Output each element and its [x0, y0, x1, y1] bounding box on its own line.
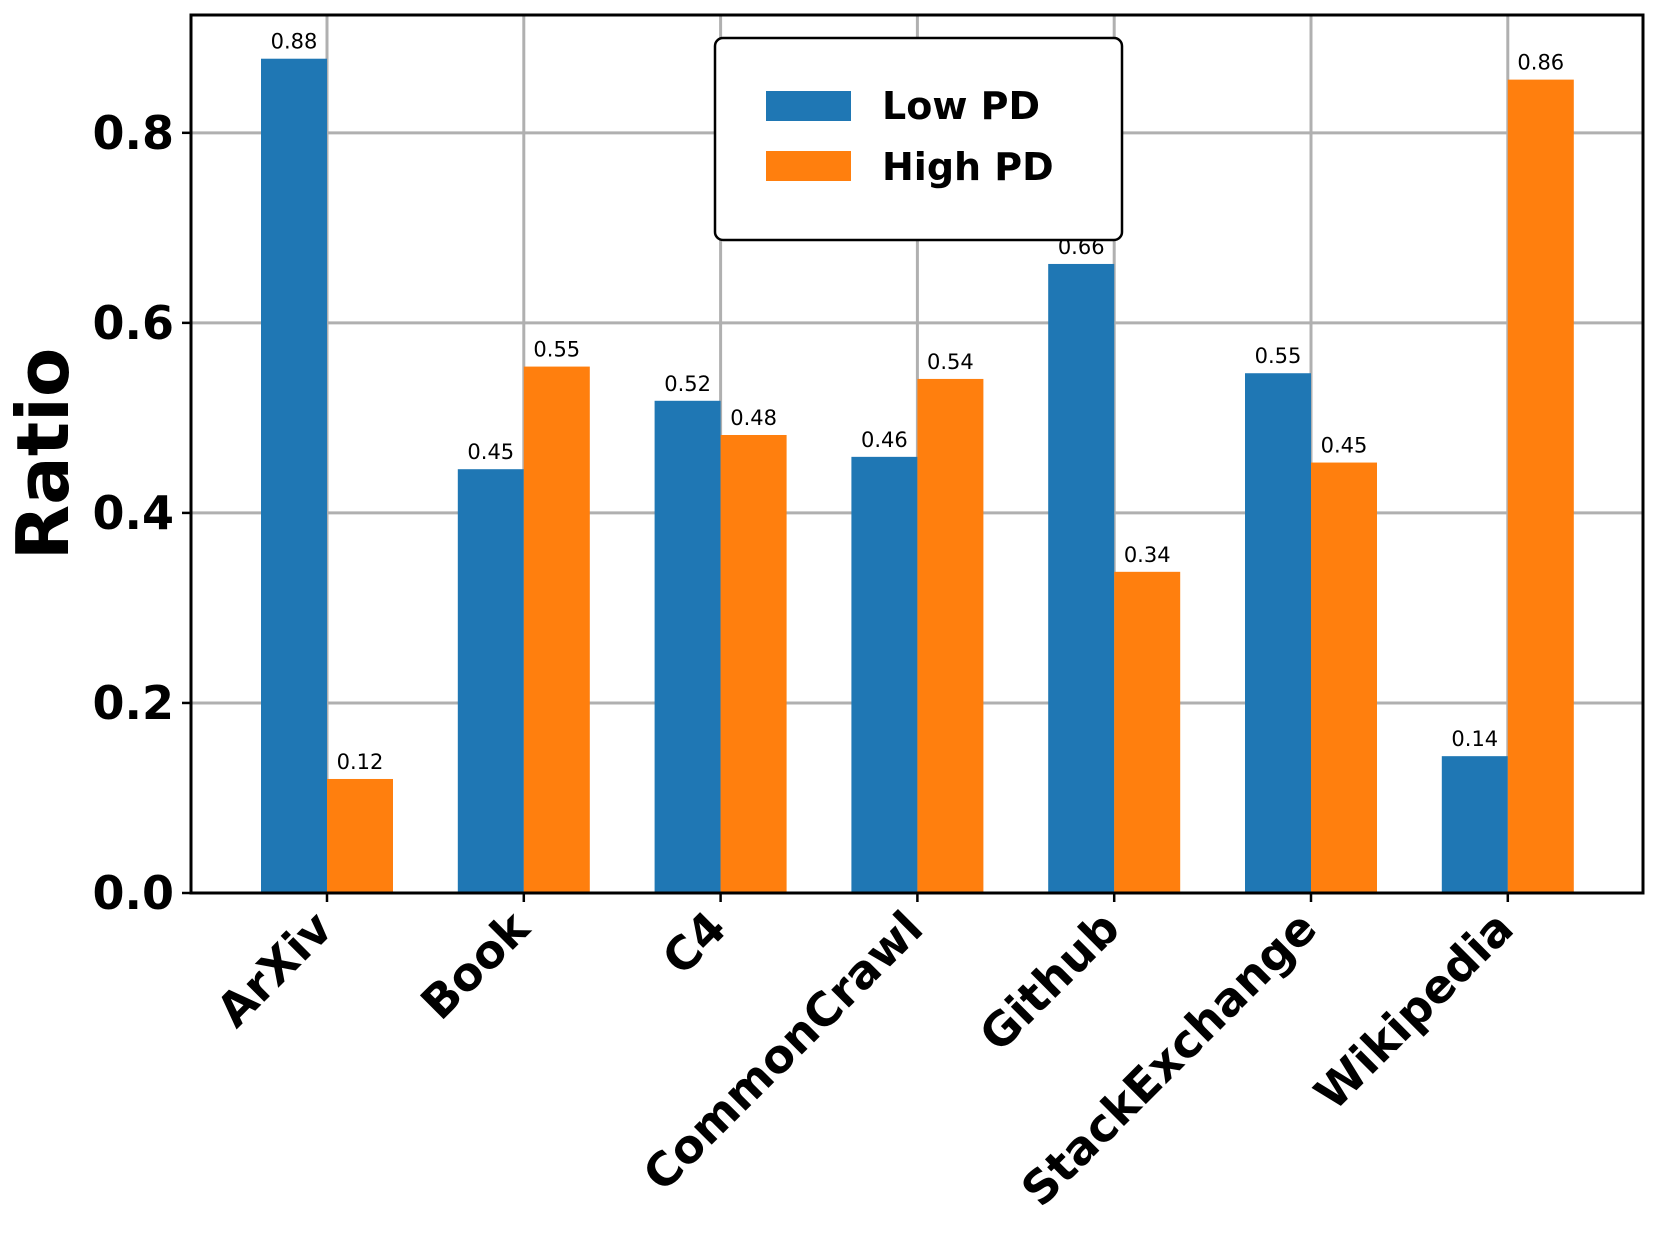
bar-low-pd: [654, 400, 721, 893]
bars: [261, 58, 1574, 894]
bar-value-label: 0.34: [1124, 543, 1171, 567]
y-axis-label: Ratio: [1, 348, 85, 561]
bar-low-pd: [457, 469, 524, 893]
bar-value-label: 0.86: [1517, 51, 1564, 75]
bar-value-label: 0.88: [271, 30, 318, 54]
bar-value-label: 0.45: [467, 440, 514, 464]
bar-high-pd: [720, 434, 787, 893]
bar-value-label: 0.55: [1255, 344, 1302, 368]
bar-low-pd: [1441, 756, 1508, 893]
legend: Low PD High PD: [713, 36, 1124, 242]
plot-frame: [189, 13, 1645, 895]
bar-value-label: 0.12: [337, 750, 384, 774]
bar-low-pd: [851, 456, 918, 893]
bar-high-pd: [327, 778, 393, 893]
legend-box: [713, 36, 1124, 242]
legend-swatch-high-pd: [766, 151, 851, 181]
bar-value-label: 0.46: [861, 428, 908, 452]
bar-value-label: 0.14: [1451, 727, 1498, 751]
y-tick-label: 0.6: [93, 296, 175, 350]
y-tick-label: 0.2: [93, 676, 175, 730]
y-tick-label: 0.8: [93, 106, 175, 160]
legend-swatch-low-pd: [766, 91, 851, 121]
bar-value-label: 0.55: [533, 338, 580, 362]
bar-high-pd: [1507, 79, 1574, 893]
bar-high-pd: [1311, 462, 1377, 893]
bar-value-label: 0.48: [730, 406, 777, 430]
bar-value-label: 0.52: [664, 372, 711, 396]
bar-high-pd: [917, 378, 984, 894]
bar-high-pd: [523, 366, 590, 893]
legend-label-low-pd: Low PD: [882, 84, 1040, 128]
bar-low-pd: [1048, 263, 1115, 894]
y-tick-label: 0.0: [93, 866, 175, 920]
bar-value-label: 0.54: [927, 350, 974, 374]
bar-low-pd: [1245, 373, 1311, 894]
y-tick-label: 0.4: [93, 486, 175, 540]
legend-label-high-pd: High PD: [882, 145, 1054, 189]
bar-value-label: 0.45: [1321, 434, 1368, 458]
bar-high-pd: [1114, 571, 1181, 893]
bar-low-pd: [261, 58, 327, 893]
